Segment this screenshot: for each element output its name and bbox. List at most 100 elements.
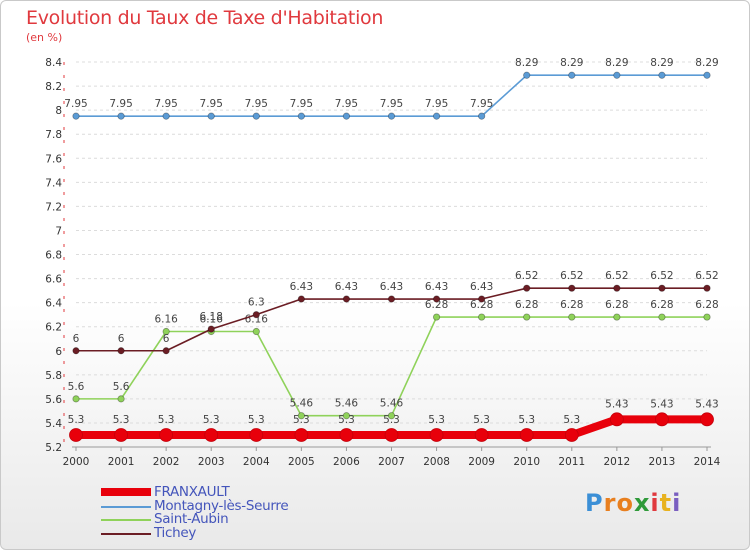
data-point bbox=[72, 347, 80, 355]
data-point bbox=[339, 428, 354, 442]
brand-letter: r bbox=[603, 489, 617, 517]
chart-title: Evolution du Taux de Taxe d'Habitation bbox=[26, 7, 384, 29]
data-label: 6.28 bbox=[515, 299, 538, 311]
data-label: 6.16 bbox=[154, 314, 178, 326]
data-point bbox=[204, 428, 219, 442]
data-label: 7.95 bbox=[290, 98, 313, 110]
y-tick-label: 8.2 bbox=[45, 81, 62, 93]
y-tick-label: 5.2 bbox=[45, 442, 62, 454]
data-label: 7.95 bbox=[380, 98, 403, 110]
data-point bbox=[207, 325, 215, 333]
data-label: 6.43 bbox=[290, 281, 313, 293]
x-tick-label: 2001 bbox=[108, 456, 135, 468]
data-label: 6.52 bbox=[560, 270, 583, 282]
data-point bbox=[387, 412, 396, 420]
data-point bbox=[655, 412, 669, 427]
data-point bbox=[568, 284, 576, 292]
data-label: 6.52 bbox=[605, 270, 628, 282]
data-label: 5.3 bbox=[203, 414, 220, 426]
data-point bbox=[432, 112, 441, 120]
data-point bbox=[523, 313, 531, 321]
data-label: 5.3 bbox=[158, 414, 175, 426]
data-label: 8.29 bbox=[515, 57, 538, 69]
data-point bbox=[474, 428, 489, 442]
x-tick-label: 2000 bbox=[63, 456, 90, 468]
data-label: 5.46 bbox=[380, 398, 404, 410]
data-label: 6.28 bbox=[605, 299, 628, 311]
data-label: 7.95 bbox=[470, 98, 493, 110]
legend-swatch bbox=[101, 519, 151, 521]
data-point bbox=[162, 347, 170, 355]
x-tick-label: 2004 bbox=[243, 456, 270, 468]
y-tick-label: 8 bbox=[55, 105, 62, 117]
data-point bbox=[609, 412, 624, 427]
data-label: 5.3 bbox=[473, 414, 490, 426]
y-tick-label: 6.4 bbox=[45, 298, 62, 310]
y-tick-label: 7 bbox=[55, 225, 62, 237]
data-label: 7.95 bbox=[154, 98, 177, 110]
data-label: 6.43 bbox=[380, 281, 403, 293]
x-tick-label: 2007 bbox=[378, 456, 405, 468]
brand-letter: t bbox=[659, 489, 673, 517]
data-label: 6.43 bbox=[335, 281, 358, 293]
data-point bbox=[252, 311, 260, 319]
brand-logo: Proxiti bbox=[585, 489, 681, 517]
y-tick-label: 7.8 bbox=[45, 129, 62, 141]
data-point bbox=[519, 428, 534, 442]
data-label: 5.3 bbox=[293, 414, 310, 426]
data-label: 7.95 bbox=[335, 98, 358, 110]
data-label: 6.28 bbox=[695, 299, 718, 311]
data-label: 7.95 bbox=[200, 98, 223, 110]
data-label: 5.43 bbox=[650, 398, 673, 410]
data-label: 5.6 bbox=[68, 381, 85, 393]
data-point bbox=[658, 284, 666, 292]
data-point bbox=[564, 428, 579, 442]
data-point bbox=[429, 428, 444, 442]
brand-letter: P bbox=[585, 489, 604, 517]
data-label: 6 bbox=[73, 333, 80, 345]
data-point bbox=[72, 112, 80, 120]
brand-letter: i bbox=[672, 489, 682, 517]
data-label: 6.52 bbox=[650, 270, 673, 282]
data-point bbox=[159, 428, 174, 442]
data-point bbox=[117, 395, 125, 403]
legend-swatch bbox=[101, 505, 151, 508]
x-tick-label: 2009 bbox=[468, 456, 495, 468]
data-label: 5.3 bbox=[113, 414, 130, 426]
x-tick-label: 2003 bbox=[198, 456, 225, 468]
data-point bbox=[297, 295, 305, 303]
data-label: 5.3 bbox=[518, 414, 535, 426]
data-label: 6.18 bbox=[200, 311, 223, 323]
data-point bbox=[432, 313, 441, 321]
data-point bbox=[117, 347, 125, 355]
data-label: 7.95 bbox=[64, 98, 87, 110]
data-label: 6.52 bbox=[695, 270, 718, 282]
legend-label: FRANXAULT bbox=[154, 484, 230, 500]
data-point bbox=[568, 313, 576, 321]
brand-letter: x bbox=[633, 489, 651, 517]
data-point bbox=[117, 112, 125, 120]
data-point bbox=[703, 284, 711, 292]
x-tick-label: 2011 bbox=[558, 456, 585, 468]
data-label: 8.29 bbox=[605, 57, 628, 69]
data-point bbox=[613, 313, 621, 321]
data-point bbox=[342, 112, 351, 120]
legend-label: Montagny-lès-Seurre bbox=[154, 497, 289, 514]
data-label: 6.43 bbox=[470, 281, 493, 293]
data-label: 6.3 bbox=[248, 297, 265, 309]
y-tick-label: 5.6 bbox=[45, 394, 62, 406]
x-tick-label: 2002 bbox=[153, 456, 180, 468]
data-point bbox=[658, 313, 666, 321]
data-point bbox=[114, 428, 128, 442]
y-tick-label: 5.4 bbox=[45, 418, 62, 430]
data-point bbox=[478, 313, 486, 321]
data-label: 6.52 bbox=[515, 270, 538, 282]
data-label: 6.28 bbox=[470, 299, 493, 311]
x-tick-label: 2013 bbox=[649, 456, 676, 468]
data-label: 5.43 bbox=[605, 398, 628, 410]
brand-letter: i bbox=[650, 489, 660, 517]
data-label: 6 bbox=[118, 333, 125, 345]
data-point bbox=[297, 412, 305, 420]
data-point bbox=[252, 327, 260, 336]
